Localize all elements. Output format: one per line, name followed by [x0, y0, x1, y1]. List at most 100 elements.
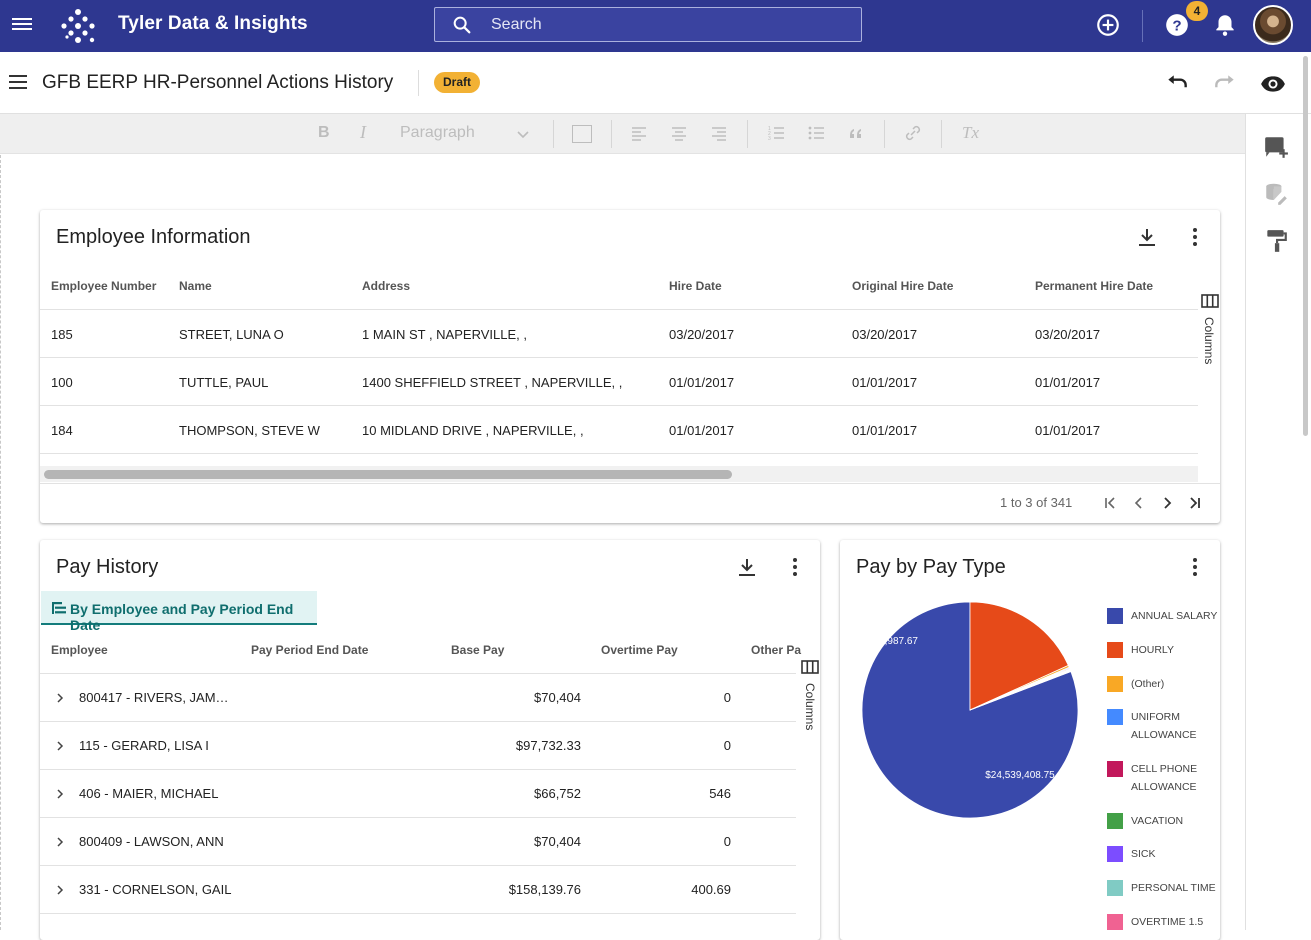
legend-label: CELL PHONE ALLOWANCE: [1131, 763, 1198, 793]
page-menu-icon[interactable]: [9, 75, 27, 91]
chevron-down-icon[interactable]: [516, 128, 530, 142]
chevron-right-icon[interactable]: [54, 788, 66, 800]
more-vert-icon[interactable]: [784, 556, 806, 578]
format-paint-icon[interactable]: [1263, 228, 1289, 254]
chevron-right-icon[interactable]: [54, 884, 66, 896]
employee-information-title: Employee Information: [56, 226, 251, 248]
column-header[interactable]: Employee: [51, 643, 108, 657]
bell-icon[interactable]: [1212, 12, 1238, 38]
row-divider: [40, 309, 1198, 310]
table-cell: 01/01/2017: [1035, 423, 1101, 438]
row-divider: [40, 865, 796, 866]
add-widget-icon[interactable]: [1263, 134, 1289, 160]
columns-icon: [801, 660, 819, 674]
table-cell: 01/01/2017: [669, 423, 735, 438]
last-page-icon[interactable]: [1186, 494, 1204, 512]
table-cell: $70,404: [534, 690, 581, 705]
toolbar-divider: [941, 120, 942, 148]
table-cell: $70,404: [534, 834, 581, 849]
column-header[interactable]: Hire Date: [669, 279, 722, 293]
more-vert-icon[interactable]: [1184, 226, 1206, 248]
horizontal-scroll-thumb[interactable]: [44, 470, 732, 479]
notification-count-badge: 4: [1186, 1, 1208, 21]
italic-button[interactable]: I: [360, 122, 366, 142]
search-box[interactable]: [434, 7, 862, 42]
redo-icon[interactable]: [1212, 71, 1238, 97]
align-center-icon[interactable]: [670, 124, 688, 142]
column-header[interactable]: Base Pay: [451, 643, 505, 657]
column-header[interactable]: Address: [362, 279, 411, 293]
legend-swatch: [1107, 608, 1123, 624]
next-page-icon[interactable]: [1158, 494, 1176, 512]
page-scrollbar[interactable]: [1303, 56, 1308, 436]
title-divider: [418, 70, 419, 96]
preview-eye-icon[interactable]: [1260, 71, 1286, 97]
database-edit-icon[interactable]: [1263, 181, 1289, 207]
table-cell: 184: [51, 423, 73, 438]
bold-button[interactable]: B: [318, 124, 330, 141]
chevron-right-icon[interactable]: [54, 836, 66, 848]
search-input[interactable]: [489, 14, 829, 35]
toolbar-divider: [884, 120, 885, 148]
pie-slice-overtime-1-5[interactable]: [969, 670, 1072, 711]
previous-page-icon[interactable]: [1130, 494, 1148, 512]
column-header[interactable]: Original Hire Date: [852, 279, 954, 293]
legend-label: VACATION: [1131, 815, 1184, 827]
right-tool-rail: [1245, 114, 1311, 930]
align-right-icon[interactable]: [710, 124, 728, 142]
column-header[interactable]: Permanent Hire Date: [1035, 279, 1154, 293]
main-menu-icon[interactable]: [12, 15, 32, 35]
toolbar-divider: [747, 120, 748, 148]
download-icon[interactable]: [1136, 226, 1158, 248]
columns-label: Columns: [803, 683, 817, 731]
columns-icon: [1201, 294, 1219, 308]
column-header[interactable]: Employee Number: [51, 279, 157, 293]
pay-by-pay-type-title: Pay by Pay Type: [856, 556, 1006, 578]
more-vert-icon[interactable]: [1184, 556, 1206, 578]
undo-icon[interactable]: [1164, 71, 1190, 97]
legend-label: ANNUAL SALARY: [1131, 610, 1218, 622]
user-avatar[interactable]: [1253, 5, 1293, 45]
legend-swatch: [1107, 761, 1123, 777]
column-header[interactable]: Pay Period End Date: [251, 643, 369, 657]
download-icon[interactable]: [736, 556, 758, 578]
legend-swatch: [1107, 846, 1123, 862]
paragraph-select[interactable]: Paragraph: [400, 124, 475, 141]
table-cell: 185: [51, 327, 73, 342]
link-icon[interactable]: [904, 124, 922, 142]
tyler-logo-icon[interactable]: [58, 6, 98, 46]
table-cell: 0: [723, 690, 731, 705]
help-icon[interactable]: ?: [1164, 12, 1190, 38]
column-header[interactable]: Name: [179, 279, 212, 293]
table-cell: 01/01/2017: [852, 375, 918, 390]
bullet-list-icon[interactable]: [807, 124, 825, 142]
column-header[interactable]: Overtime Pay: [601, 643, 678, 657]
row-divider: [40, 721, 796, 722]
quote-icon[interactable]: [847, 124, 865, 142]
tab-by-employee-pay-period[interactable]: By Employee and Pay Period End Date: [41, 591, 317, 633]
chevron-right-icon[interactable]: [54, 692, 66, 704]
columns-side-tab[interactable]: Columns: [1199, 294, 1220, 384]
legend-label: PERSONAL TIME: [1131, 882, 1216, 894]
color-box-button[interactable]: [572, 125, 592, 143]
first-page-icon[interactable]: [1101, 494, 1119, 512]
column-header[interactable]: Other Pa: [751, 643, 802, 657]
svg-text:1: 1: [768, 126, 771, 132]
columns-side-tab[interactable]: Columns: [800, 660, 820, 750]
row-divider: [40, 817, 796, 818]
table-cell: 03/20/2017: [669, 327, 735, 342]
align-left-icon[interactable]: [630, 124, 648, 142]
chevron-right-icon[interactable]: [54, 740, 66, 752]
table-cell: TUTTLE, PAUL: [179, 375, 269, 390]
numbered-list-icon[interactable]: 123: [767, 124, 785, 142]
grouping-icon: [52, 602, 66, 614]
clear-format-button[interactable]: Tx: [962, 123, 979, 142]
pie-slice-hourly[interactable]: [969, 601, 1069, 711]
table-cell: 01/01/2017: [1035, 375, 1101, 390]
add-circle-icon[interactable]: [1095, 12, 1121, 38]
row-divider: [40, 357, 1198, 358]
app-title[interactable]: Tyler Data & Insights: [118, 13, 308, 34]
legend-label: SICK: [1131, 848, 1156, 860]
legend-swatch: [1107, 880, 1123, 896]
